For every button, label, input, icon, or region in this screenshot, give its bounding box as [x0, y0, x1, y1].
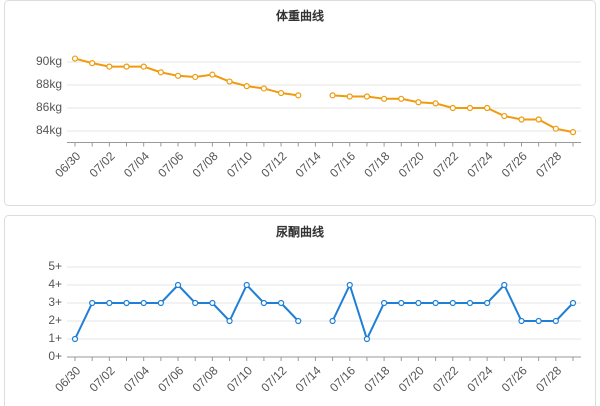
point [174, 281, 182, 289]
point [243, 83, 250, 90]
y-tick-label: 84kg [36, 123, 62, 137]
point [192, 73, 199, 81]
point [398, 95, 405, 102]
y-tick-label: 86kg [36, 100, 62, 114]
y-tick-label: 2+ [48, 313, 62, 327]
point [518, 116, 525, 123]
point [192, 299, 199, 307]
point [466, 104, 474, 112]
point [381, 95, 388, 102]
point [209, 71, 216, 78]
point [295, 317, 302, 325]
point [277, 299, 285, 307]
point [569, 129, 577, 136]
point [449, 104, 456, 112]
point [432, 299, 439, 307]
point [174, 72, 182, 79]
point [415, 299, 422, 307]
point [415, 99, 422, 106]
point [106, 63, 113, 70]
point [277, 89, 285, 97]
point [346, 281, 353, 289]
point [89, 60, 96, 67]
panel [4, 0, 596, 206]
point [140, 299, 147, 307]
y-tick-label: 0+ [48, 349, 62, 363]
point [346, 93, 353, 100]
point [466, 299, 474, 307]
chart-title: 尿酮曲线 [276, 224, 324, 239]
y-tick-label: 88kg [36, 77, 62, 91]
chart-title: 体重曲线 [276, 8, 324, 23]
point [363, 335, 371, 343]
point [243, 281, 250, 289]
point [363, 93, 371, 100]
point [552, 125, 559, 132]
point [209, 299, 216, 307]
point [123, 63, 130, 70]
y-tick-label: 3+ [48, 295, 62, 309]
point [535, 116, 542, 123]
point [432, 100, 439, 107]
point [398, 299, 405, 307]
point [260, 299, 267, 307]
point [484, 299, 491, 307]
y-tick-label: 5+ [48, 259, 62, 273]
point [501, 112, 508, 120]
point [518, 317, 525, 325]
point [106, 299, 113, 307]
point [157, 69, 164, 76]
point [501, 281, 508, 289]
point [71, 335, 79, 343]
point [226, 78, 233, 85]
point [140, 63, 147, 70]
point [260, 85, 267, 92]
point [381, 299, 388, 307]
point [552, 317, 559, 325]
point [569, 299, 577, 307]
y-tick-label: 1+ [48, 331, 62, 345]
point [226, 317, 233, 325]
point [71, 55, 79, 62]
point [329, 92, 336, 99]
point [535, 317, 542, 325]
point [89, 299, 96, 307]
point [123, 299, 130, 307]
y-tick-label: 4+ [48, 277, 62, 291]
y-tick-label: 90kg [36, 54, 62, 68]
point [295, 92, 302, 99]
point [329, 317, 336, 325]
point [157, 299, 164, 307]
point [449, 299, 456, 307]
panel [4, 215, 596, 406]
point [484, 104, 491, 112]
